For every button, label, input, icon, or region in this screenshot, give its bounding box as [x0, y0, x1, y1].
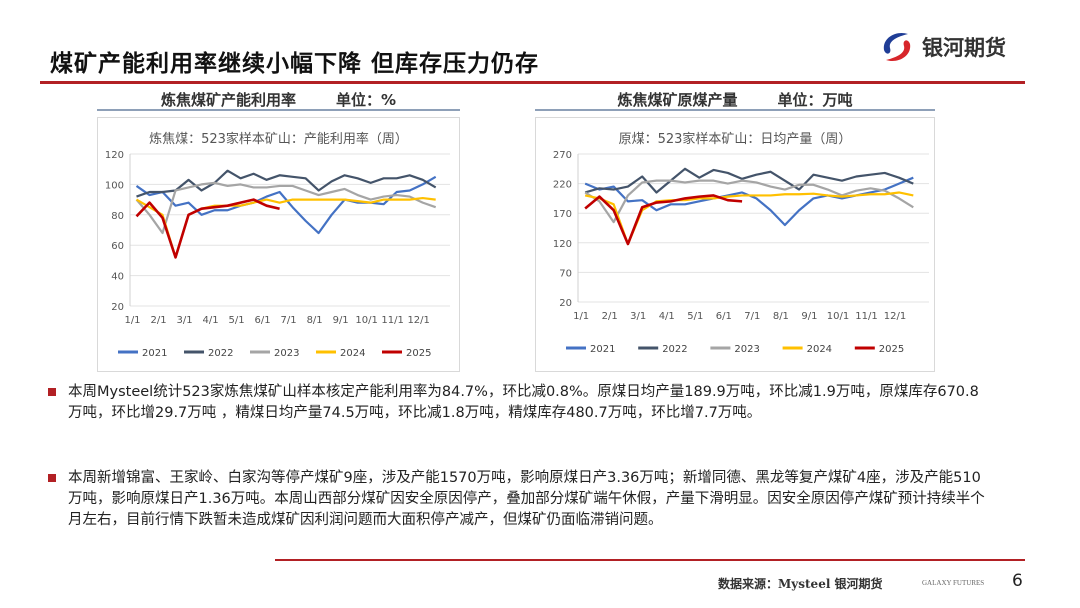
legend-label: 2025	[879, 344, 904, 355]
y-tick-label: 40	[111, 272, 124, 283]
legend-label: 2024	[340, 348, 365, 359]
series-line-2022	[584, 167, 914, 194]
series-line-2022	[136, 169, 437, 198]
chart-header-utilization: 炼焦煤矿产能利用率 单位：%	[97, 89, 460, 111]
x-tick-label: 10/1	[827, 311, 849, 322]
legend-label: 2022	[662, 344, 687, 355]
chart-utilization: 炼焦煤：523家样本矿山：产能利用率（周） 20 40 60 80 100 120 1/1 2…	[97, 117, 460, 372]
x-tick-label: 1/1	[124, 315, 140, 326]
x-tick-label: 7/1	[281, 315, 297, 326]
legend-label: 2024	[807, 344, 832, 355]
y-tick-label: 20	[111, 302, 124, 313]
series-line-2021	[584, 176, 914, 227]
x-tick-label: 8/1	[773, 311, 789, 322]
x-tick-label: 6/1	[255, 315, 271, 326]
galaxy-logo-icon	[883, 32, 911, 62]
footer-brand: GALAXY FUTURES	[922, 579, 985, 587]
x-tick-label: 11/1	[381, 315, 403, 326]
y-tick-label: 270	[553, 150, 572, 161]
y-tick-label: 220	[553, 180, 572, 191]
series-line-2023	[135, 181, 437, 235]
bullet-1: 本周Mysteel统计523家炼焦煤矿山样本核定产能利用率为84.7%，环比减0…	[48, 382, 988, 424]
chart-title: 炼焦煤：523家样本矿山：产能利用率（周）	[149, 132, 408, 147]
y-tick-label: 60	[111, 241, 124, 252]
y-tick-label: 80	[111, 211, 124, 222]
x-tick-label: 2/1	[150, 315, 166, 326]
chart-header-output: 炼焦煤矿原煤产量 单位：万吨	[535, 89, 935, 111]
y-tick-label: 100	[105, 180, 124, 191]
footer-divider	[275, 559, 1025, 561]
logo-text: 银河期货	[922, 36, 1006, 60]
bullet-marker	[48, 388, 56, 396]
chart-header-name: 炼焦煤矿产能利用率	[160, 91, 296, 109]
x-tick-label: 5/1	[229, 315, 245, 326]
legend-label: 2025	[406, 348, 431, 359]
x-tick-label: 6/1	[716, 311, 732, 322]
x-tick-label: 10/1	[355, 315, 377, 326]
y-tick-label: 70	[559, 268, 572, 279]
chart-output: 原煤：523家样本矿山：日均产量（周） 20 70 120 170 220 270 1/1 2…	[535, 117, 935, 372]
y-tick-label: 20	[559, 298, 572, 309]
x-tick-label: 9/1	[801, 311, 817, 322]
x-tick-label: 4/1	[203, 315, 219, 326]
bullet-text: 本周新增锦富、王家岭、白家沟等停产煤矿9座，涉及产能1570万吨，影响原煤日产3…	[68, 470, 985, 528]
data-source: 数据来源：Mysteel 银河期货	[718, 577, 883, 591]
bullet-text: 本周Mysteel统计523家炼焦煤矿山样本核定产能利用率为84.7%，环比减0…	[68, 384, 979, 421]
legend-label: 2023	[734, 344, 759, 355]
chart-header-unit: 单位：%	[335, 91, 397, 109]
x-tick-label: 12/1	[407, 315, 429, 326]
series-line-2025	[584, 194, 743, 246]
legend-label: 2022	[208, 348, 233, 359]
x-tick-label: 11/1	[855, 311, 877, 322]
legend-label: 2021	[590, 344, 615, 355]
legend-label: 2021	[142, 348, 167, 359]
x-tick-label: 4/1	[659, 311, 675, 322]
x-tick-label: 9/1	[333, 315, 349, 326]
x-tick-label: 2/1	[602, 311, 618, 322]
x-tick-label: 7/1	[744, 311, 760, 322]
series-line-2021	[135, 175, 437, 235]
header-divider	[40, 81, 1025, 84]
page-title: 煤矿产能利用率继续小幅下降 但库存压力仍存	[50, 51, 540, 77]
x-tick-label: 5/1	[687, 311, 703, 322]
x-tick-label: 8/1	[307, 315, 323, 326]
series-line-2024	[135, 196, 436, 259]
x-tick-label: 12/1	[884, 311, 906, 322]
bullet-marker	[48, 474, 56, 482]
x-tick-label: 1/1	[573, 311, 589, 322]
series-line-2025	[135, 198, 280, 259]
x-tick-label: 3/1	[176, 315, 192, 326]
page-number: 6	[1012, 571, 1023, 591]
x-tick-label: 3/1	[630, 311, 646, 322]
y-tick-label: 170	[553, 209, 572, 220]
legend-label: 2023	[274, 348, 299, 359]
chart-title: 原煤：523家样本矿山：日均产量（周）	[618, 132, 852, 147]
y-tick-label: 120	[553, 239, 572, 250]
series-line-2023	[584, 179, 914, 224]
y-tick-label: 120	[105, 150, 124, 161]
logo: 银河期货	[878, 30, 1006, 64]
bullet-2: 本周新增锦富、王家岭、白家沟等停产煤矿9座，涉及产能1570万吨，影响原煤日产3…	[48, 468, 988, 531]
chart-header-unit: 单位：万吨	[777, 91, 853, 109]
chart-header-name: 炼焦煤矿原煤产量	[617, 91, 738, 109]
